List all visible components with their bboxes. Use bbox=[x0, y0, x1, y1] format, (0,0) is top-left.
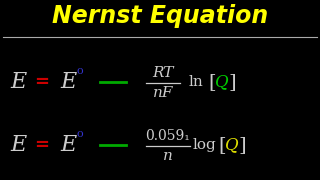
Text: o: o bbox=[77, 129, 83, 139]
Text: [: [ bbox=[208, 73, 216, 91]
Text: ]: ] bbox=[228, 73, 236, 91]
Text: o: o bbox=[77, 66, 83, 76]
Text: log: log bbox=[192, 138, 216, 152]
Text: 0.059₁: 0.059₁ bbox=[146, 129, 190, 143]
Text: RT: RT bbox=[152, 66, 174, 80]
Text: nF: nF bbox=[153, 86, 173, 100]
Text: ]: ] bbox=[238, 136, 246, 154]
Text: E: E bbox=[10, 71, 26, 93]
Text: ln: ln bbox=[188, 75, 204, 89]
Text: n: n bbox=[163, 149, 173, 163]
Text: E: E bbox=[10, 134, 26, 156]
Text: Q: Q bbox=[225, 136, 239, 154]
Text: E: E bbox=[60, 134, 76, 156]
Text: =: = bbox=[35, 73, 50, 91]
Text: [: [ bbox=[218, 136, 226, 154]
Text: E: E bbox=[60, 71, 76, 93]
Text: Nernst Equation: Nernst Equation bbox=[52, 4, 268, 28]
Text: =: = bbox=[35, 136, 50, 154]
Text: Q: Q bbox=[215, 73, 229, 91]
